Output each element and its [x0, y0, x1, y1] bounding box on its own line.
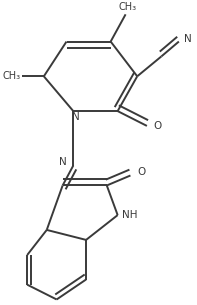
Text: O: O	[137, 167, 145, 178]
Text: N: N	[72, 112, 80, 122]
Text: O: O	[153, 121, 162, 131]
Text: CH₃: CH₃	[3, 71, 21, 81]
Text: NH: NH	[123, 210, 138, 220]
Text: N: N	[184, 34, 191, 44]
Text: N: N	[59, 157, 67, 167]
Text: CH₃: CH₃	[118, 2, 137, 12]
